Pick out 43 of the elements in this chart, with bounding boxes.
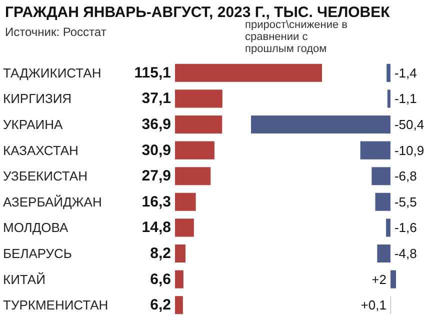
data-label: 16,3 bbox=[142, 193, 171, 210]
y-tick-label: УКРАИНА bbox=[3, 117, 64, 132]
text: Источник: Росстат bbox=[5, 25, 107, 39]
data-label: -50,4 bbox=[394, 117, 424, 132]
y-tick-label: УЗБЕКИСТАН bbox=[3, 168, 88, 184]
data-label: 8,2 bbox=[150, 245, 171, 262]
data-label: 115,1 bbox=[134, 64, 171, 82]
bar bbox=[175, 244, 186, 263]
chart-title: ГРАЖДАН ЯНВАРЬ-АВГУСТ, 2023 Г., ТЫС. ЧЕЛОВЕК bbox=[5, 4, 391, 21]
data-label: 37,1 bbox=[142, 90, 171, 108]
data-label: -1,4 bbox=[394, 65, 417, 80]
data-label: 6,2 bbox=[150, 296, 171, 314]
bar bbox=[175, 90, 222, 108]
data-label: 36,9 bbox=[142, 116, 171, 133]
data-label: 27,9 bbox=[142, 168, 171, 185]
data-label: -1,1 bbox=[394, 91, 417, 106]
bar bbox=[175, 218, 194, 237]
data-label: -5,5 bbox=[394, 194, 417, 210]
bar bbox=[175, 167, 211, 186]
y-tick-label: КИТАЙ bbox=[3, 272, 46, 287]
y-tick-label: ТУРКМЕНИСТАН bbox=[3, 298, 108, 313]
y-tick-label: МОЛДОВА bbox=[3, 220, 68, 236]
data-label: -1,6 bbox=[394, 220, 417, 236]
data-label: -10,9 bbox=[394, 142, 424, 158]
data-label: +2 bbox=[372, 272, 386, 287]
bar bbox=[175, 270, 184, 288]
bar bbox=[175, 296, 183, 314]
bar bbox=[175, 115, 222, 134]
y-tick-label: КИРГИЗИЯ bbox=[3, 91, 72, 106]
data-label: 14,8 bbox=[142, 219, 171, 236]
data-label: 30,9 bbox=[142, 142, 171, 159]
chart-title: прирост\снижение в сравнении с прошлым годом bbox=[245, 19, 351, 55]
data-label: -4,8 bbox=[394, 246, 417, 261]
bar bbox=[175, 192, 196, 211]
bar bbox=[175, 64, 322, 82]
y-tick-label: АЗЕРБАЙДЖАН bbox=[3, 194, 102, 210]
y-tick-label: КАЗАХСТАН bbox=[3, 142, 78, 158]
y-tick-label: ТАДЖИКИСТАН bbox=[3, 65, 102, 80]
data-label: +0,1 bbox=[360, 298, 386, 313]
data-label: -6,8 bbox=[394, 168, 417, 184]
y-tick-label: БЕЛАРУСЬ bbox=[3, 246, 72, 261]
data-label: 6,6 bbox=[150, 270, 171, 288]
bar bbox=[175, 141, 214, 160]
